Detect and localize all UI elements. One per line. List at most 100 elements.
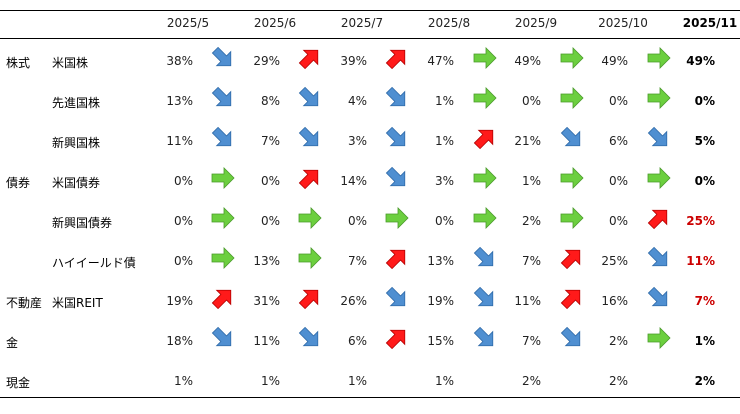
latest-allocation-value: 49% — [686, 54, 715, 68]
trend-down-arrow-icon — [385, 86, 406, 107]
trend-flat-arrow-icon — [473, 207, 497, 229]
allocation-value: 1% — [347, 374, 367, 388]
table-row: 先進国株 13% 8% 4% 1% 0% 0% 0% — [0, 86, 740, 134]
trend-down-arrow-icon — [298, 126, 319, 147]
asset-category: 金 — [6, 336, 19, 350]
trend-down-arrow-icon — [385, 286, 406, 307]
allocation-value: 11% — [166, 134, 193, 148]
trend-flat-arrow-icon — [211, 207, 235, 229]
allocation-value: 0% — [260, 174, 280, 188]
trend-flat-arrow-icon — [211, 167, 235, 189]
allocation-value: 31% — [253, 294, 280, 308]
latest-allocation-value: 0% — [694, 94, 715, 108]
asset-name: 米国株 — [52, 56, 89, 70]
allocation-value: 14% — [340, 174, 367, 188]
column-header: 2025/9 — [514, 16, 558, 30]
trend-up-arrow-icon — [647, 209, 668, 230]
allocation-value: 19% — [427, 294, 454, 308]
table-row: 債券 米国債券 0% 0% 14% 3% 1% 0% 0% — [0, 166, 740, 214]
table-row: 新興国株 11% 7% 3% 1% 21% 6% 5% — [0, 126, 740, 174]
trend-down-arrow-icon — [298, 326, 319, 347]
trend-flat-arrow-icon — [211, 247, 235, 269]
trend-flat-arrow-icon — [560, 87, 584, 109]
allocation-value: 1% — [260, 374, 280, 388]
trend-down-arrow-icon — [473, 246, 494, 267]
allocation-value: 25% — [601, 254, 628, 268]
table-row: 金 18% 11% 6% 15% 7% 2% 1% — [0, 326, 740, 374]
column-header: 2025/11 — [682, 16, 738, 30]
allocation-value: 4% — [347, 94, 367, 108]
allocation-value: 2% — [521, 374, 541, 388]
allocation-value: 7% — [521, 254, 541, 268]
allocation-value: 1% — [434, 134, 454, 148]
allocation-value: 49% — [601, 54, 628, 68]
asset-name: 新興国債券 — [52, 216, 113, 230]
allocation-value: 6% — [347, 334, 367, 348]
latest-allocation-value: 25% — [686, 214, 715, 228]
trend-down-arrow-icon — [473, 286, 494, 307]
asset-category: 現金 — [6, 376, 31, 390]
allocation-value: 47% — [427, 54, 454, 68]
latest-allocation-value: 11% — [686, 254, 715, 268]
latest-allocation-value: 1% — [694, 334, 715, 348]
table-top-border — [0, 10, 740, 11]
trend-flat-arrow-icon — [298, 247, 322, 269]
allocation-value: 0% — [521, 94, 541, 108]
allocation-value: 0% — [608, 214, 628, 228]
allocation-value: 13% — [427, 254, 454, 268]
allocation-value: 19% — [166, 294, 193, 308]
allocation-value: 49% — [514, 54, 541, 68]
column-header: 2025/6 — [253, 16, 297, 30]
table-row: ハイイールド債 0% 13% 7% 13% 7% 25% 11% — [0, 246, 740, 294]
allocation-value: 7% — [521, 334, 541, 348]
trend-flat-arrow-icon — [647, 47, 671, 69]
asset-name: 先進国株 — [52, 96, 101, 110]
trend-down-arrow-icon — [211, 126, 232, 147]
allocation-value: 7% — [347, 254, 367, 268]
trend-flat-arrow-icon — [473, 167, 497, 189]
allocation-value: 3% — [434, 174, 454, 188]
allocation-value: 0% — [608, 174, 628, 188]
allocation-value: 2% — [608, 374, 628, 388]
asset-name: 新興国株 — [52, 136, 101, 150]
allocation-value: 8% — [260, 94, 280, 108]
trend-up-arrow-icon — [385, 49, 406, 70]
trend-up-arrow-icon — [560, 289, 581, 310]
table-bottom-border — [0, 397, 740, 398]
trend-down-arrow-icon — [647, 246, 668, 267]
trend-flat-arrow-icon — [560, 167, 584, 189]
trend-down-arrow-icon — [211, 326, 232, 347]
trend-down-arrow-icon — [385, 126, 406, 147]
trend-up-arrow-icon — [560, 249, 581, 270]
table-row: 現金 1% 1% 1% 1% 2% 2% 2% — [0, 374, 740, 414]
table-row: 不動産 米国REIT 19% 31% 26% 19% 11% 16% 7% — [0, 286, 740, 334]
asset-category: 債券 — [6, 176, 31, 190]
allocation-value: 0% — [434, 214, 454, 228]
allocation-value: 39% — [340, 54, 367, 68]
trend-down-arrow-icon — [647, 286, 668, 307]
trend-down-arrow-icon — [473, 326, 494, 347]
allocation-value: 0% — [260, 214, 280, 228]
allocation-value: 1% — [434, 374, 454, 388]
trend-down-arrow-icon — [385, 166, 406, 187]
column-header: 2025/7 — [340, 16, 384, 30]
latest-allocation-value: 5% — [694, 134, 715, 148]
trend-up-arrow-icon — [385, 249, 406, 270]
trend-flat-arrow-icon — [560, 207, 584, 229]
column-header: 2025/5 — [166, 16, 210, 30]
asset-category: 不動産 — [6, 296, 43, 310]
trend-flat-arrow-icon — [647, 327, 671, 349]
allocation-value: 38% — [166, 54, 193, 68]
column-header: 2025/10 — [598, 16, 648, 30]
allocation-value: 0% — [173, 254, 193, 268]
table-row: 株式 米国株 38% 29% 39% 47% 49% 49% 49% — [0, 46, 740, 94]
latest-allocation-value: 0% — [694, 174, 715, 188]
latest-allocation-value: 2% — [694, 374, 715, 388]
allocation-value: 0% — [347, 214, 367, 228]
allocation-value: 11% — [253, 334, 280, 348]
allocation-value: 1% — [434, 94, 454, 108]
trend-up-arrow-icon — [473, 129, 494, 150]
trend-flat-arrow-icon — [298, 207, 322, 229]
latest-allocation-value: 7% — [694, 294, 715, 308]
